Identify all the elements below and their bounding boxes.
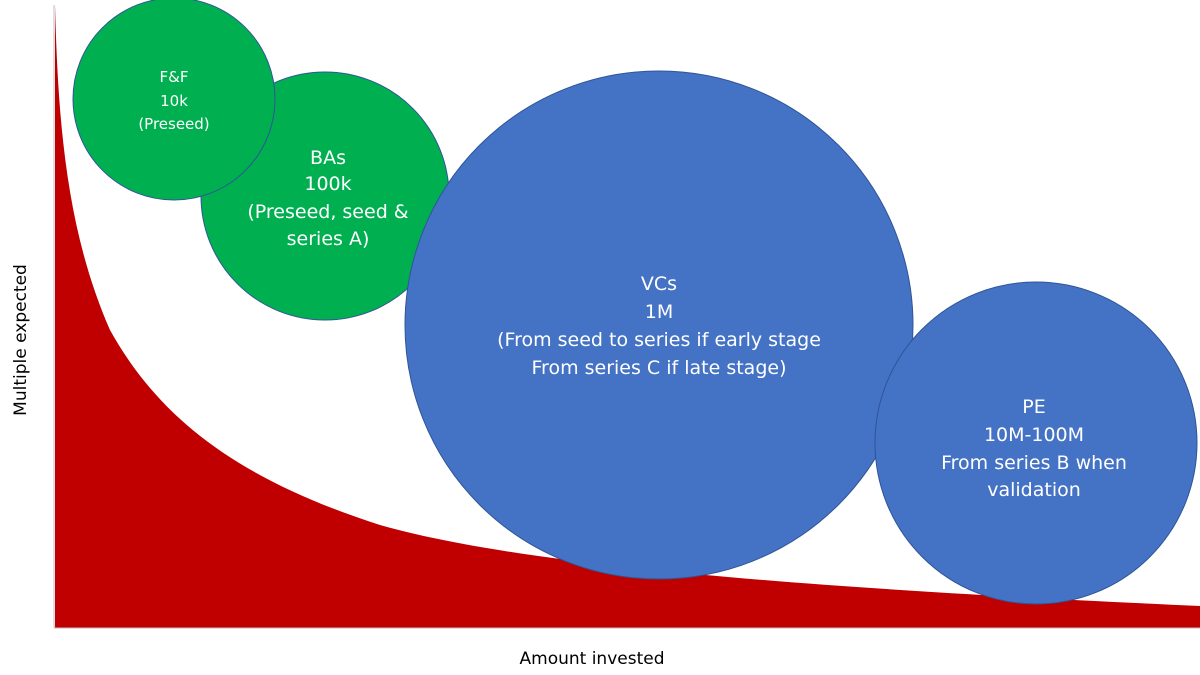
bubble-vcs: VCs 1M (From seed to series if early sta… bbox=[404, 70, 914, 580]
y-axis-label: Multiple expected bbox=[11, 264, 31, 416]
bubble-ff: F&F 10k (Preseed) bbox=[72, 0, 276, 201]
vcs-stages-line2: From series C if late stage) bbox=[532, 357, 787, 379]
vcs-label: VCs bbox=[641, 273, 677, 295]
pe-amount: 10M-100M bbox=[984, 424, 1084, 446]
bubble-pe: PE 10M-100M From series B when validatio… bbox=[874, 281, 1198, 605]
ff-label: F&F bbox=[160, 68, 189, 86]
ff-stage: (Preseed) bbox=[138, 115, 209, 133]
vcs-amount: 1M bbox=[645, 301, 673, 323]
bas-stages-line2: series A) bbox=[287, 228, 370, 250]
pe-label: PE bbox=[1022, 396, 1045, 418]
multiple-curve bbox=[55, 5, 1200, 628]
bas-amount: 100k bbox=[304, 173, 351, 195]
x-axis-label: Amount invested bbox=[520, 649, 665, 669]
pe-stages-line2: validation bbox=[987, 479, 1081, 501]
pe-stages-line1: From series B when bbox=[941, 452, 1127, 474]
bas-label: BAs bbox=[310, 147, 346, 169]
vcs-stages-line1: (From seed to series if early stage bbox=[497, 329, 821, 351]
bas-stages-line1: (Preseed, seed & bbox=[247, 201, 408, 223]
ff-amount: 10k bbox=[160, 92, 188, 110]
